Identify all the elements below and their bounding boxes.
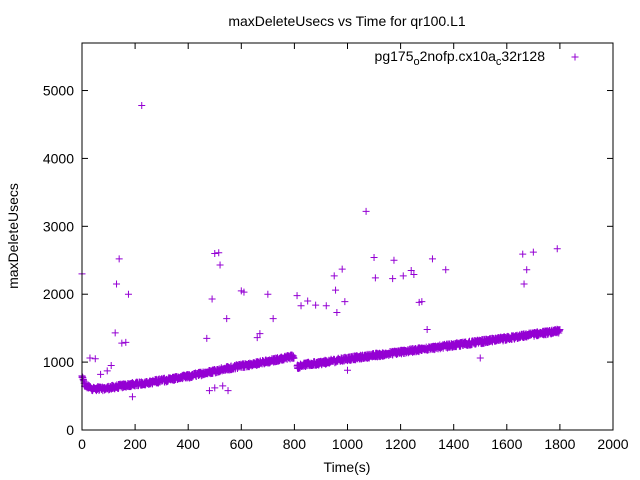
x-tick-label: 800 bbox=[283, 436, 307, 452]
legend: pg175o2nofp.cx10ac32r128 bbox=[375, 48, 579, 68]
data-point bbox=[341, 298, 349, 306]
legend-label: pg175o2nofp.cx10ac32r128 bbox=[375, 48, 546, 68]
data-point bbox=[362, 207, 370, 215]
data-point bbox=[322, 302, 330, 310]
data-point bbox=[389, 275, 397, 283]
data-point bbox=[407, 266, 415, 274]
data-point bbox=[122, 338, 130, 346]
x-tick-label: 1000 bbox=[332, 436, 363, 452]
data-point bbox=[256, 330, 264, 338]
y-tick-label: 3000 bbox=[43, 218, 74, 234]
x-tick-label: 1400 bbox=[438, 436, 469, 452]
legend-marker-glyph bbox=[571, 53, 579, 61]
data-point bbox=[428, 255, 436, 263]
data-point bbox=[304, 297, 312, 305]
data-point bbox=[224, 387, 232, 395]
x-tick-label: 400 bbox=[177, 436, 201, 452]
data-point bbox=[399, 272, 407, 280]
data-point bbox=[442, 266, 450, 274]
data-point bbox=[215, 249, 223, 257]
y-tick-label: 4000 bbox=[43, 150, 74, 166]
data-point bbox=[240, 288, 248, 296]
legend-marker bbox=[571, 53, 579, 61]
data-point bbox=[107, 362, 115, 369]
data-point bbox=[312, 301, 320, 309]
data-point bbox=[103, 367, 111, 375]
data-point bbox=[410, 271, 418, 279]
chart-title: maxDeleteUsecs vs Time for qr100.L1 bbox=[228, 13, 466, 29]
data-points bbox=[78, 101, 564, 401]
data-point bbox=[91, 355, 99, 363]
data-point bbox=[128, 393, 136, 401]
data-point bbox=[553, 245, 561, 253]
data-point bbox=[290, 354, 298, 362]
data-point bbox=[97, 370, 105, 378]
data-point bbox=[118, 339, 126, 347]
data-point bbox=[333, 309, 341, 317]
x-tick-label: 0 bbox=[78, 436, 86, 452]
data-point bbox=[523, 266, 531, 274]
data-point bbox=[264, 290, 272, 298]
data-point bbox=[332, 286, 340, 294]
data-point bbox=[519, 250, 527, 258]
data-point bbox=[330, 272, 338, 280]
y-axis-label: maxDeleteUsecs bbox=[5, 183, 21, 289]
data-point bbox=[113, 280, 121, 288]
y-axis: 0 1000 2000 3000 4000 5000 bbox=[43, 83, 613, 438]
data-point bbox=[211, 249, 219, 257]
data-point bbox=[216, 261, 224, 269]
data-point bbox=[423, 326, 431, 334]
data-point bbox=[205, 387, 213, 395]
x-tick-label: 2000 bbox=[597, 436, 628, 452]
x-tick-label: 600 bbox=[230, 436, 254, 452]
x-tick-label: 1800 bbox=[544, 436, 575, 452]
data-point bbox=[293, 292, 301, 300]
data-point bbox=[418, 298, 426, 306]
data-point bbox=[86, 354, 94, 362]
data-point bbox=[476, 354, 484, 362]
data-point bbox=[115, 255, 123, 263]
y-tick-label: 5000 bbox=[43, 83, 74, 99]
x-tick-label: 1600 bbox=[491, 436, 522, 452]
x-tick-label: 200 bbox=[123, 436, 147, 452]
data-point bbox=[253, 334, 261, 342]
data-point bbox=[138, 101, 146, 109]
data-point bbox=[529, 248, 537, 256]
x-axis: 0 200 400 600 800 1000 1200 1400 1600 1800 2000 bbox=[78, 43, 629, 452]
data-point bbox=[297, 302, 305, 310]
data-point bbox=[371, 274, 379, 282]
data-point bbox=[211, 384, 219, 392]
data-point bbox=[370, 254, 378, 262]
data-point bbox=[208, 295, 216, 303]
y-tick-label: 0 bbox=[66, 422, 74, 438]
data-point bbox=[269, 315, 277, 323]
data-point bbox=[111, 329, 119, 337]
data-point bbox=[520, 280, 528, 288]
data-point bbox=[338, 265, 346, 273]
data-point bbox=[390, 256, 398, 264]
data-point bbox=[344, 366, 351, 374]
x-tick-label: 1200 bbox=[385, 436, 416, 452]
x-axis-label: Time(s) bbox=[324, 459, 371, 475]
data-point bbox=[124, 290, 132, 298]
data-point bbox=[556, 326, 564, 334]
data-point bbox=[203, 334, 211, 342]
y-tick-label: 1000 bbox=[43, 354, 74, 370]
data-point bbox=[223, 315, 231, 323]
y-tick-label: 2000 bbox=[43, 286, 74, 302]
data-point bbox=[219, 382, 227, 390]
